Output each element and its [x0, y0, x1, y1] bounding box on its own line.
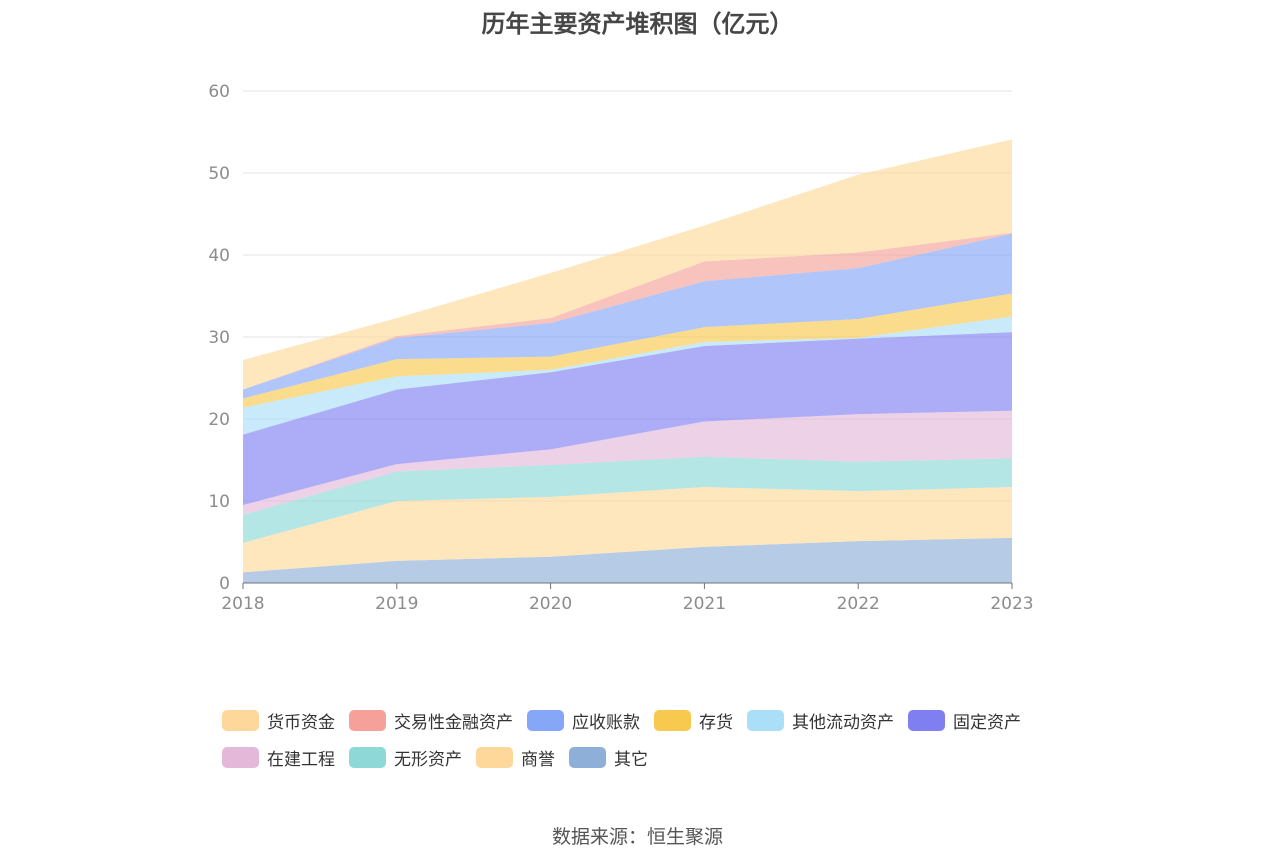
- legend-label: 其他流动资产: [792, 713, 894, 733]
- legend-swatch: [349, 710, 386, 731]
- legend-swatch: [349, 747, 386, 768]
- legend-label: 商誉: [521, 750, 555, 770]
- legend-label: 存货: [699, 713, 733, 733]
- legend-item[interactable]: 应收账款: [527, 708, 640, 733]
- series-area-3: [243, 410, 1012, 515]
- x-tick-label: 2023: [990, 594, 1033, 614]
- legend-label: 货币资金: [267, 713, 335, 733]
- x-tick-label: 2020: [529, 594, 572, 614]
- x-tick-label: 2022: [837, 594, 880, 614]
- legend-item[interactable]: 其他流动资产: [747, 708, 894, 733]
- legend-label: 应收账款: [572, 713, 640, 733]
- series-area-2: [243, 456, 1012, 543]
- legend-swatch: [476, 747, 513, 768]
- stacked-area-chart: 0 10 20 30 40 50 60 2018 2019 2020 2021 2022 2023: [208, 82, 1033, 614]
- legend-swatch: [569, 747, 606, 768]
- series-area-7: [243, 233, 1012, 399]
- legend-label: 交易性金融资产: [394, 713, 513, 733]
- legend-swatch: [222, 747, 259, 768]
- legend-swatch: [908, 710, 945, 731]
- y-tick-label: 40: [208, 246, 230, 266]
- legend-item[interactable]: 交易性金融资产: [349, 708, 513, 733]
- area-layer: [243, 139, 1012, 583]
- y-tick-label: 20: [208, 410, 230, 430]
- legend-item[interactable]: 货币资金: [222, 708, 335, 733]
- legend-swatch: [527, 710, 564, 731]
- legend-item[interactable]: 无形资产: [349, 745, 462, 770]
- series-area-1: [243, 487, 1012, 573]
- legend-item[interactable]: 商誉: [476, 745, 555, 770]
- series-area-9: [243, 139, 1012, 390]
- series-area-5: [243, 316, 1012, 435]
- y-tick-label: 30: [208, 328, 230, 348]
- y-tick-label: 60: [208, 82, 230, 102]
- legend-item[interactable]: 在建工程: [222, 745, 335, 770]
- series-area-0: [243, 537, 1012, 583]
- x-tick-label: 2021: [683, 594, 726, 614]
- legend-swatch: [222, 710, 259, 731]
- legend-item[interactable]: 存货: [654, 708, 733, 733]
- x-tick-label: 2019: [375, 594, 418, 614]
- chart-title: 历年主要资产堆积图（亿元）: [481, 10, 794, 38]
- legend-item[interactable]: 其它: [569, 745, 648, 770]
- axis-layer: 0 10 20 30 40 50 60 2018 2019 2020 2021 2022 2023: [208, 82, 1033, 614]
- legend: 货币资金 交易性金融资产 应收账款 存货 其他流动资产 固定资产在建工程 无形资产 商誉 其它: [222, 708, 1082, 770]
- x-tick-label: 2018: [221, 594, 264, 614]
- series-area-8: [243, 232, 1012, 390]
- legend-swatch: [747, 710, 784, 731]
- legend-label: 固定资产: [953, 713, 1021, 733]
- y-tick-label: 50: [208, 164, 230, 184]
- legend-item[interactable]: 固定资产: [908, 708, 1021, 733]
- series-area-6: [243, 293, 1012, 408]
- series-area-4: [243, 332, 1012, 506]
- source-note: 数据来源：恒生聚源: [551, 826, 723, 848]
- y-tick-label: 10: [208, 492, 230, 512]
- y-tick-label: 0: [219, 574, 230, 594]
- legend-label: 无形资产: [394, 750, 462, 770]
- legend-swatch: [654, 710, 691, 731]
- legend-label: 其它: [614, 750, 648, 770]
- legend-label: 在建工程: [267, 750, 335, 770]
